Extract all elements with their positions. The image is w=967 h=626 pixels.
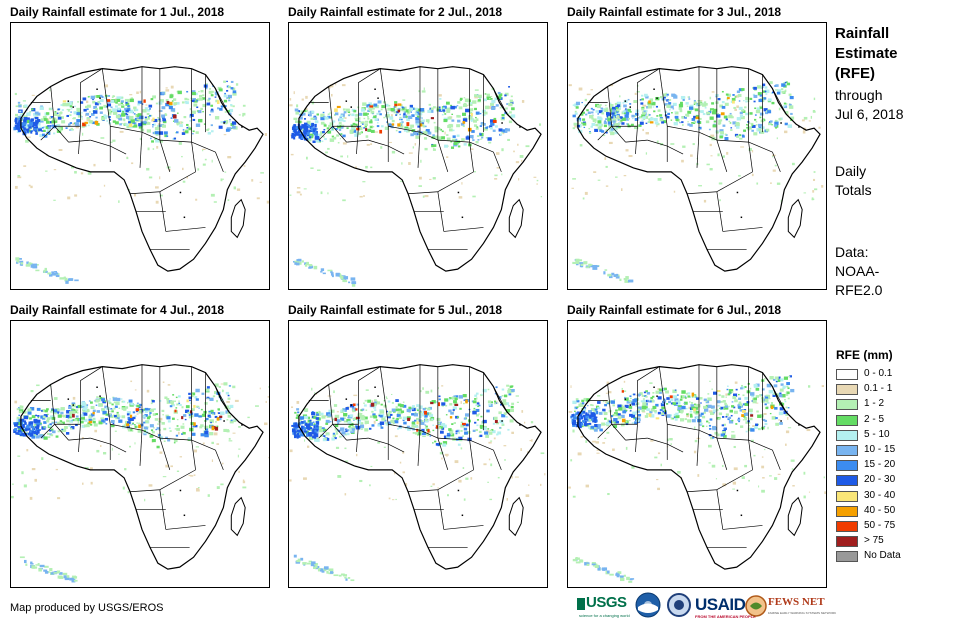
rfe-title-line-2: Estimate xyxy=(835,45,898,62)
legend-swatch xyxy=(836,521,858,532)
usaid-logo: USAID FROM THE AMERICAN PEOPLE xyxy=(695,592,757,620)
usaid-wordmark: USAID xyxy=(695,595,746,614)
usaid-tagline: FROM THE AMERICAN PEOPLE xyxy=(695,614,756,619)
legend-label: 2 - 5 xyxy=(864,413,885,425)
totals-line-2: Totals xyxy=(835,182,872,198)
legend-swatch xyxy=(836,536,858,548)
rfe-title: Rainfall Estimate (RFE) xyxy=(835,24,898,84)
map-svg-2 xyxy=(289,66,543,287)
noaa-logo xyxy=(635,592,663,620)
map-svg-4 xyxy=(11,364,269,583)
legend-swatch xyxy=(836,445,858,456)
data-line-3: RFE2.0 xyxy=(835,282,883,298)
legend-label: 15 - 20 xyxy=(864,459,896,471)
legend-label: 1 - 2 xyxy=(864,398,885,410)
rfe-title-line-1: Rainfall xyxy=(835,25,890,42)
legend-label: No Data xyxy=(864,550,901,562)
fewsnet-tagline: FAMINE EARLY WARNING SYSTEMS NETWORK xyxy=(768,611,837,615)
legend-swatch xyxy=(836,399,858,411)
legend-swatch xyxy=(836,490,858,502)
totals-line-1: Daily xyxy=(835,163,867,179)
data-line-1: Data: xyxy=(835,244,869,260)
legend-swatch xyxy=(836,505,858,517)
legend-label: 0.1 - 1 xyxy=(864,383,893,395)
rainfall-map-2 xyxy=(288,22,548,290)
legend-label: 5 - 10 xyxy=(864,428,890,440)
legend-label: 0 - 0.1 xyxy=(864,368,893,379)
rfe-title-line-3: (RFE) xyxy=(835,65,875,82)
rainfall-map-5 xyxy=(288,320,548,588)
map-svg-5 xyxy=(289,364,546,582)
legend-label: 30 - 40 xyxy=(864,489,896,501)
map-svg-1 xyxy=(13,66,269,284)
legend-swatch xyxy=(836,475,858,487)
nasa-style-seal xyxy=(667,592,691,620)
data-source: Data: NOAA- RFE2.0 xyxy=(835,243,882,300)
panel-title-6: Daily Rainfall estimate for 6 Jul., 2018 xyxy=(567,303,782,317)
rainfall-map-1 xyxy=(10,22,270,290)
panel-title-1: Daily Rainfall estimate for 1 Jul., 2018 xyxy=(10,5,225,19)
legend-swatch xyxy=(836,414,858,426)
rainfall-map-4 xyxy=(10,320,270,588)
panel-title-2: Daily Rainfall estimate for 2 Jul., 2018 xyxy=(288,5,503,19)
legend-swatch xyxy=(836,369,858,380)
totals-label: Daily Totals xyxy=(835,162,872,200)
legend-swatch xyxy=(836,551,858,563)
rainfall-map-3 xyxy=(567,22,827,290)
rainfall-map-6 xyxy=(567,320,827,588)
map-svg-3 xyxy=(568,66,824,283)
data-line-2: NOAA- xyxy=(835,263,880,279)
through-line-2: Jul 6, 2018 xyxy=(835,106,904,122)
legend-swatch xyxy=(836,384,858,396)
fewsnet-wordmark: FEWS NET xyxy=(768,596,825,608)
usgs-tagline: science for a changing world xyxy=(579,613,630,618)
panel-title-3: Daily Rainfall estimate for 3 Jul., 2018 xyxy=(567,5,782,19)
through-date: through Jul 6, 2018 xyxy=(835,86,904,124)
fewsnet-logo: FEWS NET FAMINE EARLY WARNING SYSTEMS NE… xyxy=(745,592,836,620)
legend-label: 50 - 75 xyxy=(864,520,896,531)
legend-label: 40 - 50 xyxy=(864,504,896,516)
legend-label: > 75 xyxy=(864,535,884,547)
usgs-logo: USGS science for a changing world xyxy=(577,592,632,620)
map-svg-6 xyxy=(568,364,826,583)
legend-swatch xyxy=(836,460,858,472)
panel-title-5: Daily Rainfall estimate for 5 Jul., 2018 xyxy=(288,303,503,317)
legend-swatch xyxy=(836,429,858,441)
usgs-wordmark: USGS xyxy=(586,594,627,611)
through-line-1: through xyxy=(835,87,883,103)
legend-label: 10 - 15 xyxy=(864,444,896,455)
legend-label: 20 - 30 xyxy=(864,474,896,486)
legend-title: RFE (mm) xyxy=(836,348,893,362)
panel-title-4: Daily Rainfall estimate for 4 Jul., 2018 xyxy=(10,303,225,317)
map-credit: Map produced by USGS/EROS xyxy=(10,602,164,614)
